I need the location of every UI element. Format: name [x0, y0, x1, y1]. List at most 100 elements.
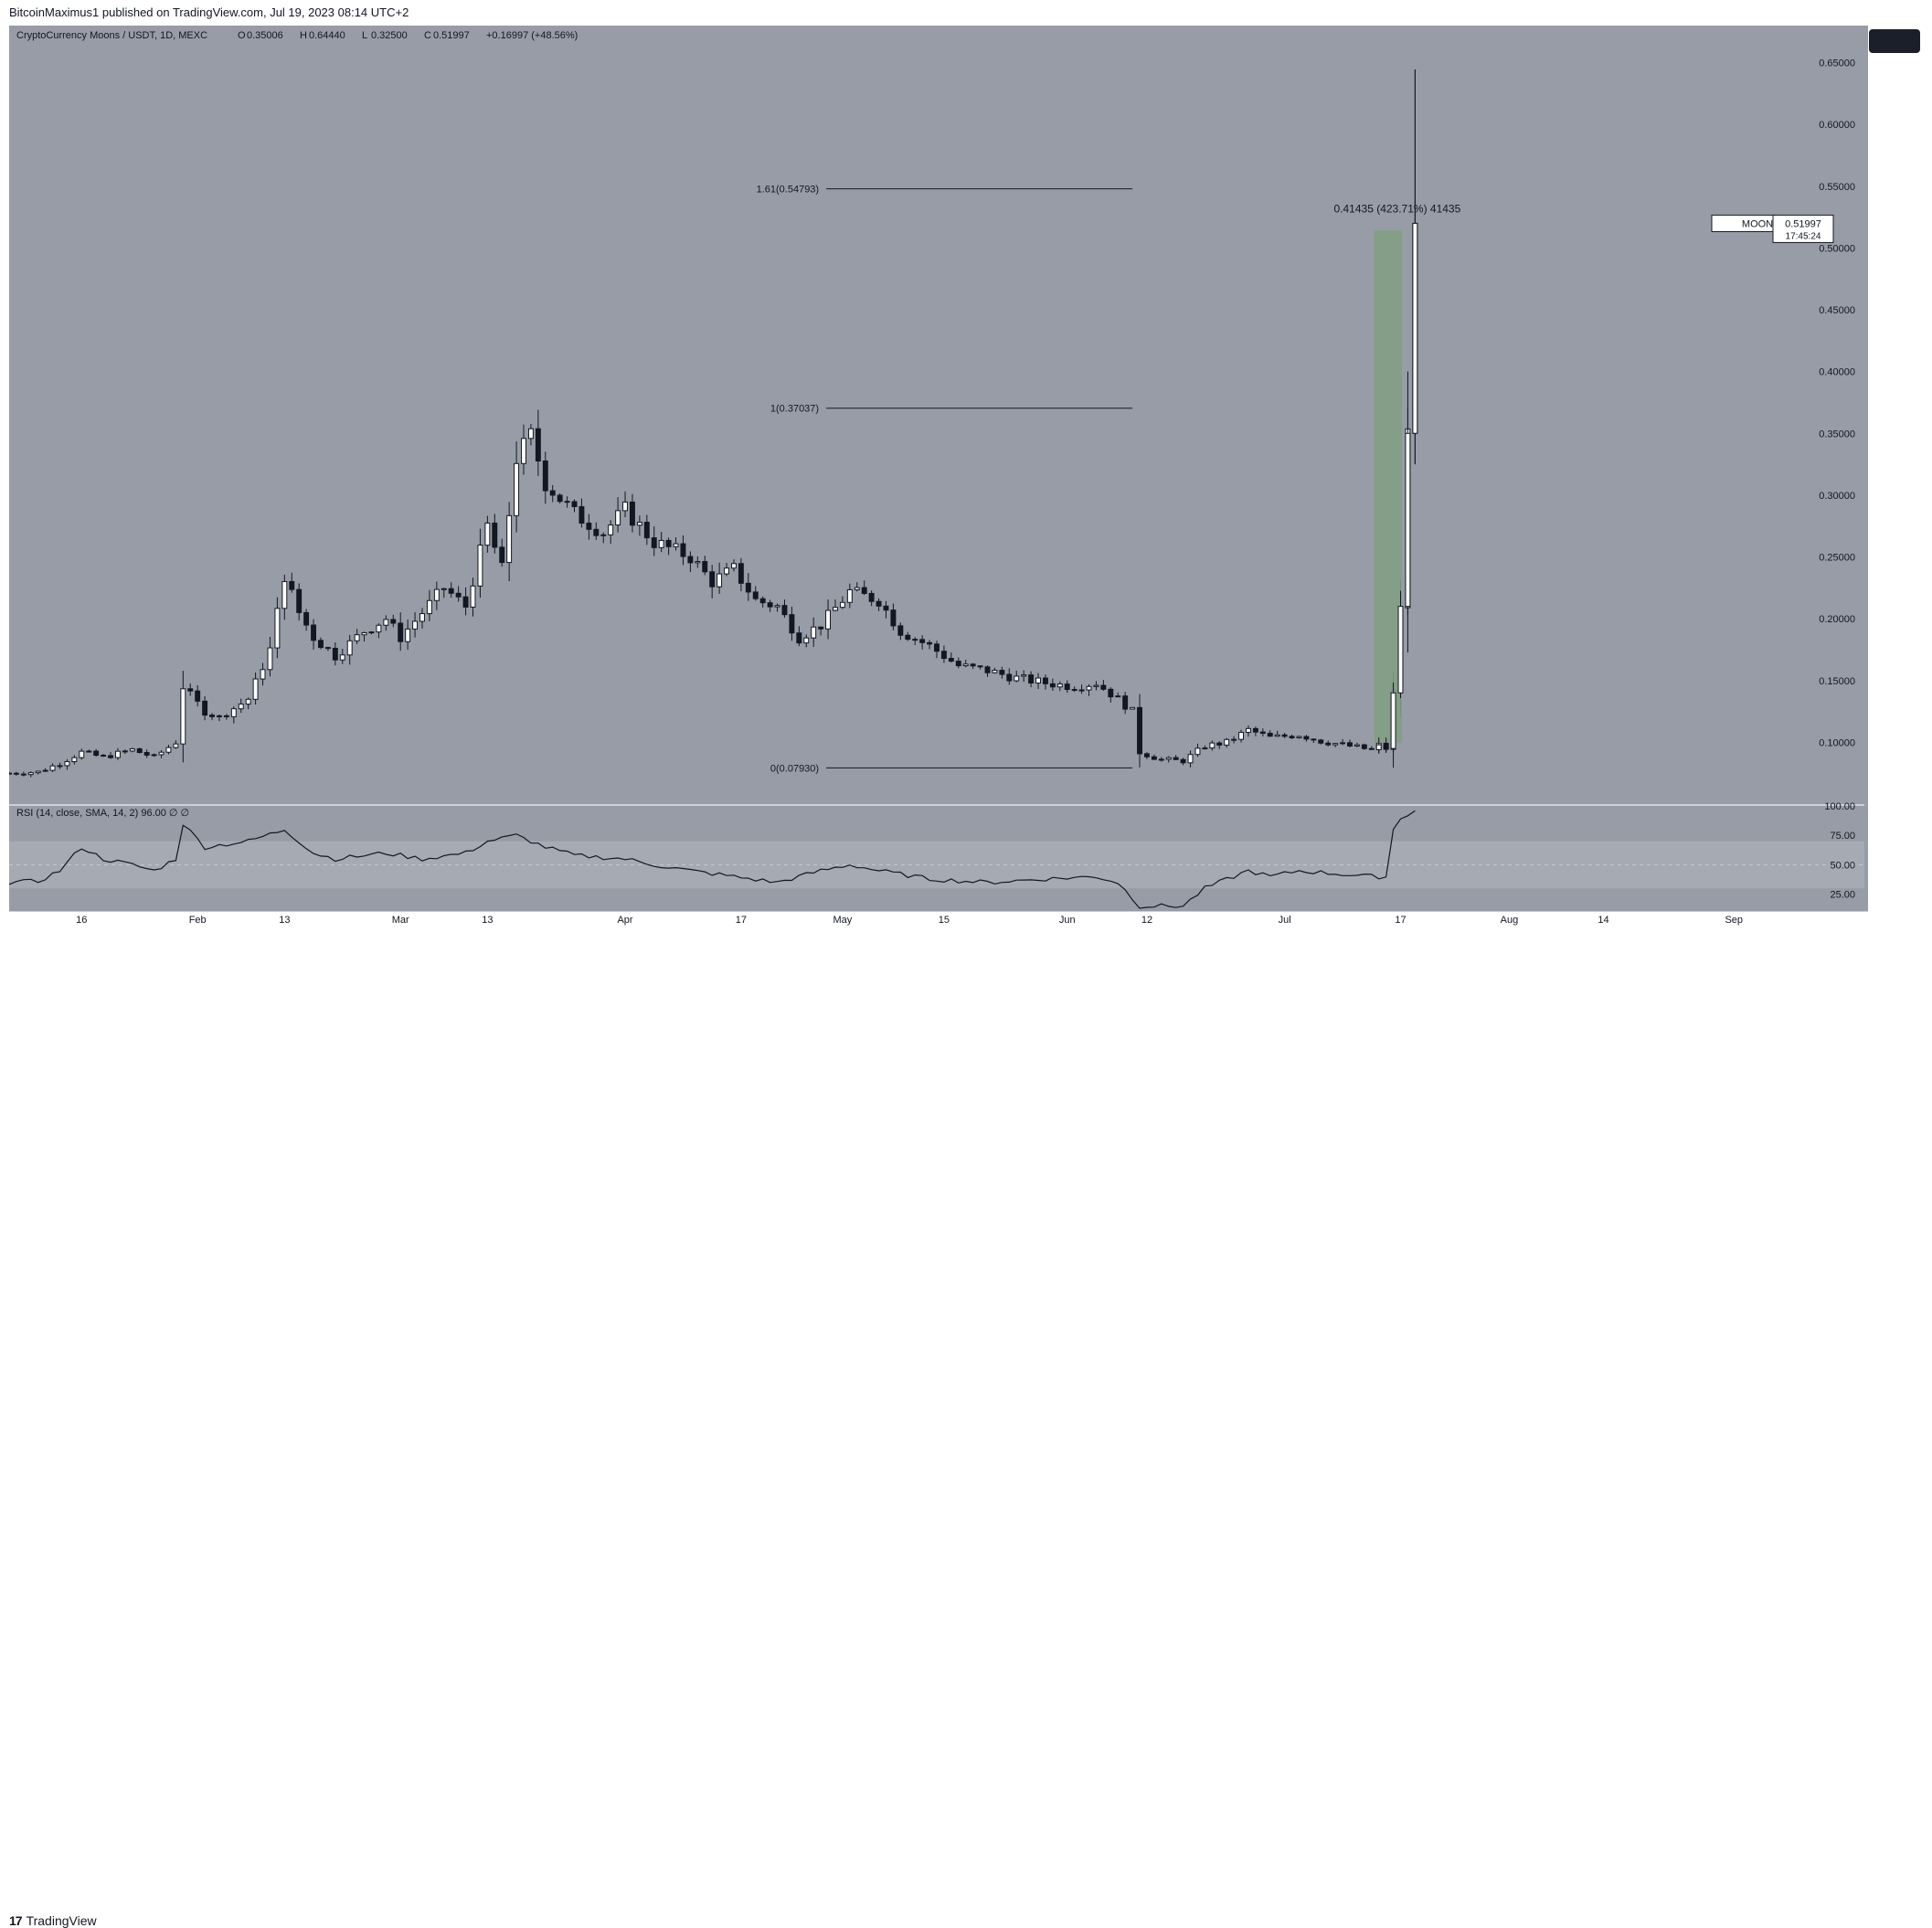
candle-down[interactable]: [223, 715, 229, 717]
candle-down[interactable]: [1267, 732, 1273, 737]
candle-down[interactable]: [101, 755, 107, 757]
candle-up[interactable]: [1093, 684, 1099, 687]
candle-up[interactable]: [151, 754, 157, 757]
candle-down[interactable]: [1347, 742, 1353, 747]
candle-down[interactable]: [1006, 673, 1013, 682]
candle-up[interactable]: [839, 601, 845, 609]
candle-up[interactable]: [1375, 744, 1382, 750]
candle-down[interactable]: [93, 750, 100, 757]
candle-up[interactable]: [274, 608, 281, 649]
candle-down[interactable]: [890, 609, 897, 627]
candle-up[interactable]: [354, 634, 360, 641]
candle-up[interactable]: [1194, 747, 1201, 756]
candle-down[interactable]: [752, 591, 759, 599]
candle-up[interactable]: [506, 514, 513, 564]
candle-down[interactable]: [398, 622, 404, 642]
candle-down[interactable]: [187, 688, 194, 692]
candle-up[interactable]: [1056, 683, 1063, 688]
candle-up[interactable]: [514, 462, 520, 516]
candle-up[interactable]: [238, 704, 244, 710]
rsi-line[interactable]: [9, 810, 1416, 909]
candle-down[interactable]: [1311, 738, 1317, 741]
candle-down[interactable]: [912, 639, 918, 641]
candle-up[interactable]: [426, 599, 432, 615]
candle-down[interactable]: [202, 700, 208, 716]
candle-up[interactable]: [165, 747, 172, 753]
candle-down[interactable]: [318, 640, 324, 649]
candle-down[interactable]: [1303, 736, 1310, 740]
candle-up[interactable]: [42, 769, 48, 772]
candle-up[interactable]: [1274, 734, 1280, 737]
candle-down[interactable]: [709, 571, 716, 588]
candle-down[interactable]: [999, 670, 1005, 675]
candle-down[interactable]: [781, 605, 788, 616]
candle-up[interactable]: [1224, 738, 1230, 746]
candle-up[interactable]: [1405, 432, 1411, 608]
candle-up[interactable]: [527, 428, 534, 440]
candle-down[interactable]: [1383, 744, 1389, 749]
candle-up[interactable]: [49, 765, 56, 771]
candle-up[interactable]: [376, 624, 382, 633]
candle-down[interactable]: [738, 563, 744, 584]
candle-down[interactable]: [905, 634, 911, 641]
candle-down[interactable]: [332, 647, 338, 661]
candle-down[interactable]: [20, 773, 27, 776]
chart-area[interactable]: 0.41435 (423.71%) 41435 1.61(0.54793) 1(0.…: [9, 26, 1868, 928]
candle-down[interactable]: [629, 501, 635, 526]
candle-down[interactable]: [861, 587, 867, 594]
candle-up[interactable]: [71, 757, 78, 763]
candle-down[interactable]: [1108, 688, 1114, 698]
candle-down[interactable]: [492, 522, 498, 548]
candle-up[interactable]: [1209, 742, 1215, 749]
candle-up[interactable]: [180, 688, 186, 745]
candle-up[interactable]: [854, 587, 860, 590]
candle-down[interactable]: [1216, 742, 1223, 746]
candle-up[interactable]: [622, 501, 628, 512]
candle-up[interactable]: [1231, 738, 1237, 741]
candle-up[interactable]: [383, 619, 389, 626]
candle-up[interactable]: [803, 637, 810, 644]
measure-box[interactable]: [1374, 230, 1402, 743]
candle-down[interactable]: [767, 602, 773, 608]
candle-down[interactable]: [970, 663, 976, 667]
tradingview-logo[interactable]: 17 TradingView: [9, 1913, 97, 1928]
candle-up[interactable]: [1412, 222, 1418, 434]
candle-up[interactable]: [833, 607, 838, 611]
candle-down[interactable]: [818, 626, 824, 630]
candle-up[interactable]: [484, 522, 491, 546]
candle-up[interactable]: [35, 770, 41, 774]
candle-down[interactable]: [927, 641, 933, 645]
candle-up[interactable]: [1115, 695, 1121, 698]
candle-down[interactable]: [1137, 706, 1142, 755]
candle-down[interactable]: [919, 639, 926, 643]
candle-down[interactable]: [1180, 758, 1186, 764]
candle-down[interactable]: [108, 755, 113, 758]
candle-down[interactable]: [1252, 727, 1258, 733]
candle-up[interactable]: [1078, 689, 1085, 692]
candle-down[interactable]: [296, 588, 303, 613]
candle-down[interactable]: [1071, 689, 1077, 692]
candle-down[interactable]: [789, 614, 795, 634]
candle-down[interactable]: [289, 580, 295, 590]
candle-up[interactable]: [1035, 677, 1041, 684]
candle-down[interactable]: [1173, 757, 1179, 760]
candle-down[interactable]: [1325, 742, 1332, 746]
candle-down[interactable]: [549, 490, 556, 496]
candle-up[interactable]: [717, 573, 723, 588]
candle-down[interactable]: [542, 461, 548, 492]
candle-down[interactable]: [564, 501, 570, 503]
candle-up[interactable]: [521, 438, 526, 464]
candle-up[interactable]: [339, 654, 345, 661]
candle-down[interactable]: [1064, 683, 1070, 691]
candle-up[interactable]: [608, 524, 614, 535]
candle-up[interactable]: [1296, 736, 1302, 738]
candle-down[interactable]: [1144, 753, 1150, 757]
candle-down[interactable]: [1289, 736, 1295, 738]
candle-up[interactable]: [361, 631, 367, 636]
price-chart-svg[interactable]: 0.41435 (423.71%) 41435 1.61(0.54793) 1(0.…: [9, 26, 1868, 928]
candle-up[interactable]: [1202, 747, 1208, 750]
candle-down[interactable]: [745, 582, 751, 593]
candle-down[interactable]: [448, 588, 454, 594]
candle-up[interactable]: [27, 772, 34, 776]
candle-up[interactable]: [1158, 758, 1164, 761]
